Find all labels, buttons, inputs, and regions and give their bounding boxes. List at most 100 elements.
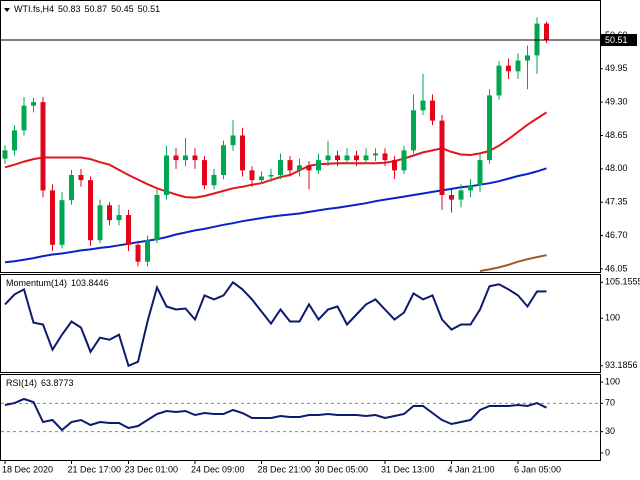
moving-average bbox=[4, 111, 548, 199]
candle-body bbox=[439, 120, 445, 196]
candle-body bbox=[268, 174, 274, 177]
candle-body bbox=[230, 135, 236, 146]
y-tick-label: 48.65 bbox=[605, 130, 628, 140]
rsi-panel bbox=[0, 374, 601, 461]
candle-body bbox=[107, 205, 112, 221]
x-tick-label: 4 Jan 21:00 bbox=[448, 464, 495, 474]
x-tick-label: 31 Dec 13:00 bbox=[381, 464, 435, 474]
x-tick-label: 28 Dec 21:00 bbox=[258, 464, 312, 474]
y-tick-label: 0 bbox=[605, 447, 610, 457]
candle-body bbox=[69, 174, 74, 201]
y-tick-label: 93.1856 bbox=[605, 360, 638, 370]
price-panel bbox=[0, 0, 601, 273]
candle-body bbox=[506, 65, 511, 72]
symbol-title: WTI.fs,H4 bbox=[14, 4, 54, 14]
candle-body bbox=[392, 160, 397, 171]
candle-body bbox=[487, 95, 492, 161]
y-tick-label: 48.00 bbox=[605, 163, 628, 173]
candle-body bbox=[534, 23, 540, 56]
header-open: 50.83 bbox=[58, 4, 81, 14]
candle-body bbox=[496, 65, 502, 96]
candle-body bbox=[525, 55, 530, 61]
candle-body bbox=[335, 155, 340, 161]
candle-body bbox=[59, 200, 65, 245]
candle-body bbox=[21, 105, 27, 131]
y-tick-label: 46.05 bbox=[605, 263, 628, 273]
symbol-header: WTI.fs,H4 50.83 50.87 50.45 50.51 bbox=[14, 4, 160, 14]
y-tick-label: 30 bbox=[605, 426, 615, 436]
candle-body bbox=[458, 190, 464, 200]
candle-body bbox=[154, 195, 160, 241]
candle-body bbox=[259, 176, 264, 181]
candle-body bbox=[287, 160, 293, 171]
indicator-line bbox=[4, 397, 547, 432]
momentum-panel bbox=[0, 274, 601, 373]
y-tick-label: 70 bbox=[605, 398, 615, 408]
indicator-line bbox=[4, 280, 547, 368]
candle-body bbox=[183, 155, 188, 161]
candle-body bbox=[363, 155, 369, 161]
rsi-header: RSI(14) 63.8773 bbox=[6, 378, 74, 388]
candle-body bbox=[40, 102, 46, 191]
momentum-last-value: 103.8446 bbox=[71, 278, 109, 288]
candle-body bbox=[135, 244, 141, 262]
x-tick-label: 21 Dec 17:00 bbox=[68, 464, 122, 474]
candle-body bbox=[373, 153, 378, 156]
candle-body bbox=[12, 130, 17, 151]
candle-body bbox=[401, 150, 407, 171]
candle-body bbox=[249, 170, 255, 181]
y-tick-label: 105.1555 bbox=[605, 277, 640, 287]
symbol-menu-arrow[interactable] bbox=[4, 8, 10, 12]
candle-body bbox=[449, 195, 454, 200]
header-low: 50.45 bbox=[111, 4, 134, 14]
y-tick-label: 49.95 bbox=[605, 63, 628, 73]
x-tick-label: 23 Dec 01:00 bbox=[125, 464, 179, 474]
x-tick-label: 24 Dec 09:00 bbox=[191, 464, 245, 474]
candle-body bbox=[116, 215, 122, 221]
moving-average bbox=[479, 254, 547, 272]
candle-body bbox=[145, 240, 150, 262]
y-tick-label: 100 bbox=[605, 313, 620, 323]
current-price-label: 50.51 bbox=[605, 35, 628, 45]
moving-average bbox=[4, 167, 547, 264]
candle-body bbox=[306, 165, 312, 171]
candle-body bbox=[221, 145, 226, 175]
candle-body bbox=[468, 185, 473, 191]
header-high: 50.87 bbox=[85, 4, 108, 14]
candle-body bbox=[420, 100, 426, 111]
candle-body bbox=[430, 100, 435, 121]
x-tick-label: 30 Dec 05:00 bbox=[315, 464, 369, 474]
candle-body bbox=[544, 23, 549, 41]
candle-body bbox=[211, 174, 217, 186]
x-tick-label: 6 Jan 05:00 bbox=[514, 464, 561, 474]
candle-body bbox=[192, 155, 198, 161]
y-tick-label: 47.35 bbox=[605, 197, 628, 207]
momentum-title: Momentum(14) bbox=[6, 278, 67, 288]
candle-body bbox=[78, 174, 84, 181]
y-tick-label: 100 bbox=[605, 376, 620, 386]
y-tick-label: 46.70 bbox=[605, 230, 628, 240]
candle-body bbox=[515, 60, 521, 72]
momentum-header: Momentum(14) 103.8446 bbox=[6, 278, 109, 288]
candle-body bbox=[88, 180, 93, 241]
candle-body bbox=[278, 160, 283, 175]
candle-body bbox=[344, 155, 350, 161]
candle-body bbox=[297, 165, 302, 171]
candle-body bbox=[240, 135, 245, 171]
candle-body bbox=[316, 160, 321, 171]
candle-body bbox=[411, 110, 416, 151]
current-price-box bbox=[601, 34, 637, 47]
header-close: 50.51 bbox=[138, 4, 161, 14]
candle-body bbox=[202, 160, 207, 186]
plot-area: 50.6049.9549.3048.6548.0047.3546.7046.05… bbox=[1, 17, 640, 474]
candle-body bbox=[97, 205, 103, 241]
candle-body bbox=[382, 153, 388, 161]
candle-body bbox=[354, 155, 359, 161]
rsi-last-value: 63.8773 bbox=[41, 378, 74, 388]
x-tick-label: 18 Dec 2020 bbox=[2, 464, 53, 474]
candle-body bbox=[126, 215, 131, 245]
candle-body bbox=[173, 155, 179, 161]
candle-body bbox=[477, 160, 483, 186]
